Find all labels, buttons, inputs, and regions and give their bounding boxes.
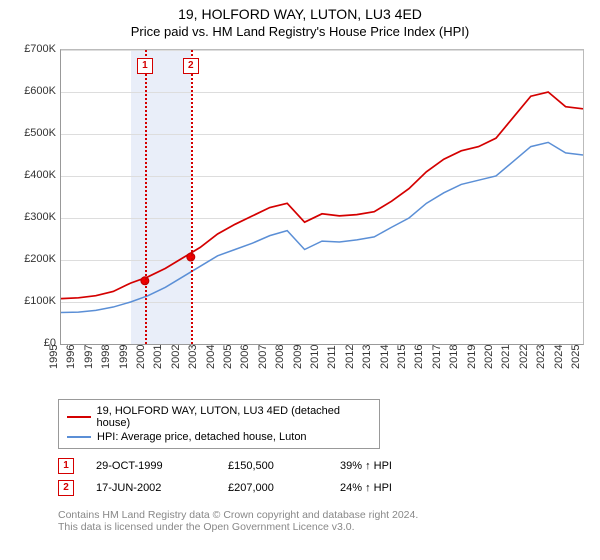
- event-price: £150,500: [228, 460, 318, 472]
- y-tick-label: £700K: [10, 43, 56, 55]
- event-row: 1 29-OCT-1999 £150,500 39% ↑ HPI: [58, 455, 590, 477]
- event-id-box: 1: [58, 458, 74, 474]
- series-line: [61, 92, 583, 299]
- event-id-box: 2: [58, 480, 74, 496]
- y-tick-label: £300K: [10, 211, 56, 223]
- legend-swatch: [67, 416, 91, 418]
- y-tick-label: £600K: [10, 85, 56, 97]
- chart-legend: 19, HOLFORD WAY, LUTON, LU3 4ED (detache…: [58, 399, 380, 449]
- event-delta: 39% ↑ HPI: [340, 460, 392, 472]
- legend-label: HPI: Average price, detached house, Luto…: [97, 431, 307, 443]
- legend-item: 19, HOLFORD WAY, LUTON, LU3 4ED (detache…: [67, 404, 371, 430]
- series-line: [61, 142, 583, 312]
- footer-line-2: This data is licensed under the Open Gov…: [58, 521, 590, 533]
- footer-attribution: Contains HM Land Registry data © Crown c…: [58, 509, 590, 533]
- event-marker-box: 1: [137, 58, 153, 74]
- y-tick-label: £400K: [10, 169, 56, 181]
- legend-item: HPI: Average price, detached house, Luto…: [67, 430, 371, 444]
- legend-swatch: [67, 436, 91, 438]
- page-title: 19, HOLFORD WAY, LUTON, LU3 4ED: [0, 0, 600, 22]
- event-row: 2 17-JUN-2002 £207,000 24% ↑ HPI: [58, 477, 590, 499]
- event-delta: 24% ↑ HPI: [340, 482, 392, 494]
- event-price: £207,000: [228, 482, 318, 494]
- legend-label: 19, HOLFORD WAY, LUTON, LU3 4ED (detache…: [97, 405, 371, 429]
- event-date: 17-JUN-2002: [96, 482, 206, 494]
- y-tick-label: £200K: [10, 253, 56, 265]
- chart-lines: [61, 50, 583, 344]
- event-table: 1 29-OCT-1999 £150,500 39% ↑ HPI 2 17-JUN-200…: [58, 455, 590, 499]
- y-tick-label: £500K: [10, 127, 56, 139]
- chart-container: £0£100K£200K£300K£400K£500K£600K£700K 12…: [10, 43, 590, 393]
- plot-area: 12: [60, 49, 584, 345]
- y-tick-label: £100K: [10, 295, 56, 307]
- footer-line-1: Contains HM Land Registry data © Crown c…: [58, 509, 590, 521]
- event-marker-line: [145, 50, 147, 344]
- event-marker-line: [191, 50, 193, 344]
- chart-subtitle: Price paid vs. HM Land Registry's House …: [0, 22, 600, 43]
- event-date: 29-OCT-1999: [96, 460, 206, 472]
- event-marker-box: 2: [183, 58, 199, 74]
- x-tick-label: 2025: [570, 349, 594, 393]
